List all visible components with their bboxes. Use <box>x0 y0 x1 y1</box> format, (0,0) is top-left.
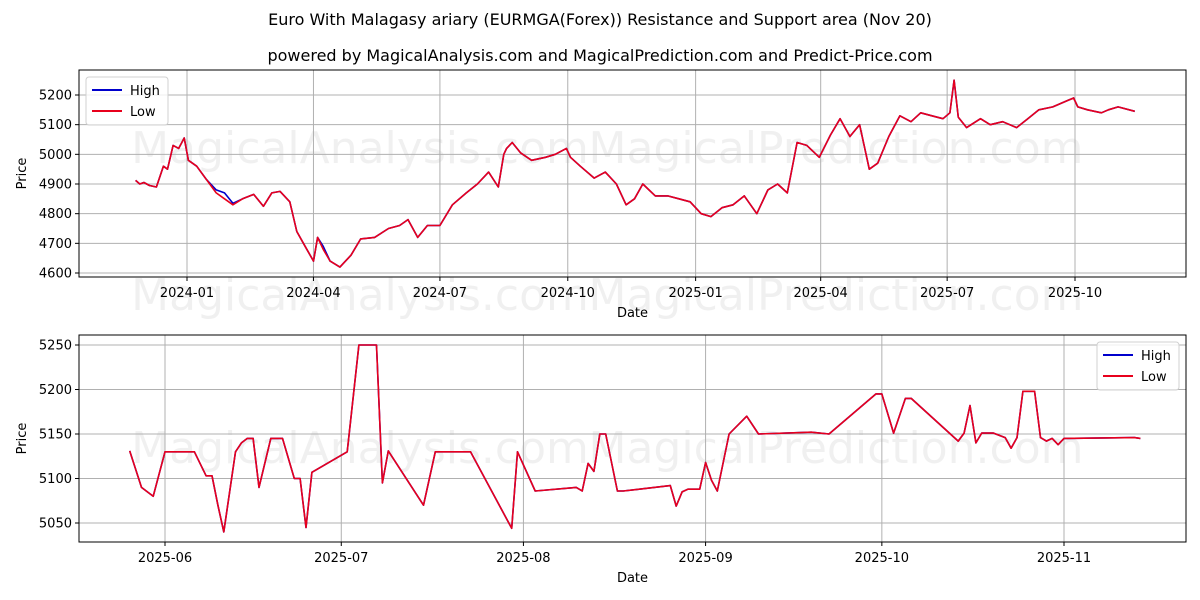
watermark: MagicalPrediction.com <box>589 423 1084 474</box>
y-tick-label: 5150 <box>39 428 72 443</box>
legend-label-low: Low <box>130 105 156 120</box>
plot-frame <box>78 334 1187 543</box>
x-tick-label: 2025-07 <box>314 551 368 566</box>
y-tick-label: 4900 <box>39 178 72 193</box>
x-tick-label: 2025-01 <box>668 286 722 301</box>
x-tick-label: 2025-06 <box>138 551 192 566</box>
x-tick-label: 2025-08 <box>496 551 550 566</box>
y-tick-label: 5200 <box>39 89 72 104</box>
y-tick-label: 4700 <box>39 237 72 252</box>
y-tick-label: 5100 <box>39 118 72 133</box>
y-tick-label: 5200 <box>39 383 72 398</box>
y-tick-label: 5100 <box>39 472 72 487</box>
x-tick-label: 2025-04 <box>794 286 848 301</box>
legend-label-high: High <box>1141 349 1171 364</box>
x-tick-label: 2025-10 <box>855 551 909 566</box>
x-tick-label: 2024-07 <box>413 286 467 301</box>
x-tick-label: 2024-01 <box>160 286 214 301</box>
x-axis-label: Date <box>617 571 648 586</box>
y-axis-label: Price <box>15 423 30 455</box>
watermark: MagicalPrediction.com <box>589 270 1084 321</box>
y-axis-label: Price <box>15 158 30 190</box>
y-tick-label: 5000 <box>39 148 72 163</box>
x-tick-label: 2025-11 <box>1037 551 1091 566</box>
x-tick-label: 2024-04 <box>286 286 340 301</box>
plot-frame <box>78 69 1187 278</box>
y-tick-label: 5250 <box>39 339 72 354</box>
chart-subtitle: powered by MagicalAnalysis.com and Magic… <box>267 46 933 65</box>
watermark: MagicalAnalysis.com <box>131 123 589 174</box>
watermark: MagicalAnalysis.com <box>131 270 589 321</box>
chart-title: Euro With Malagasy ariary (EURMGA(Forex)… <box>268 10 932 29</box>
x-tick-label: 2025-07 <box>920 286 974 301</box>
x-tick-label: 2024-10 <box>541 286 595 301</box>
watermark: MagicalAnalysis.com <box>131 423 589 474</box>
x-tick-label: 2025-10 <box>1048 286 1102 301</box>
legend-label-low: Low <box>1141 370 1167 385</box>
y-tick-label: 4600 <box>39 267 72 282</box>
y-tick-label: 4800 <box>39 207 72 222</box>
y-tick-label: 5050 <box>39 517 72 532</box>
watermark: MagicalPrediction.com <box>589 123 1084 174</box>
legend-label-high: High <box>130 84 160 99</box>
series-line-low <box>135 79 1136 268</box>
x-axis-label: Date <box>617 306 648 321</box>
series-line-low <box>128 344 1141 533</box>
x-tick-label: 2025-09 <box>678 551 732 566</box>
